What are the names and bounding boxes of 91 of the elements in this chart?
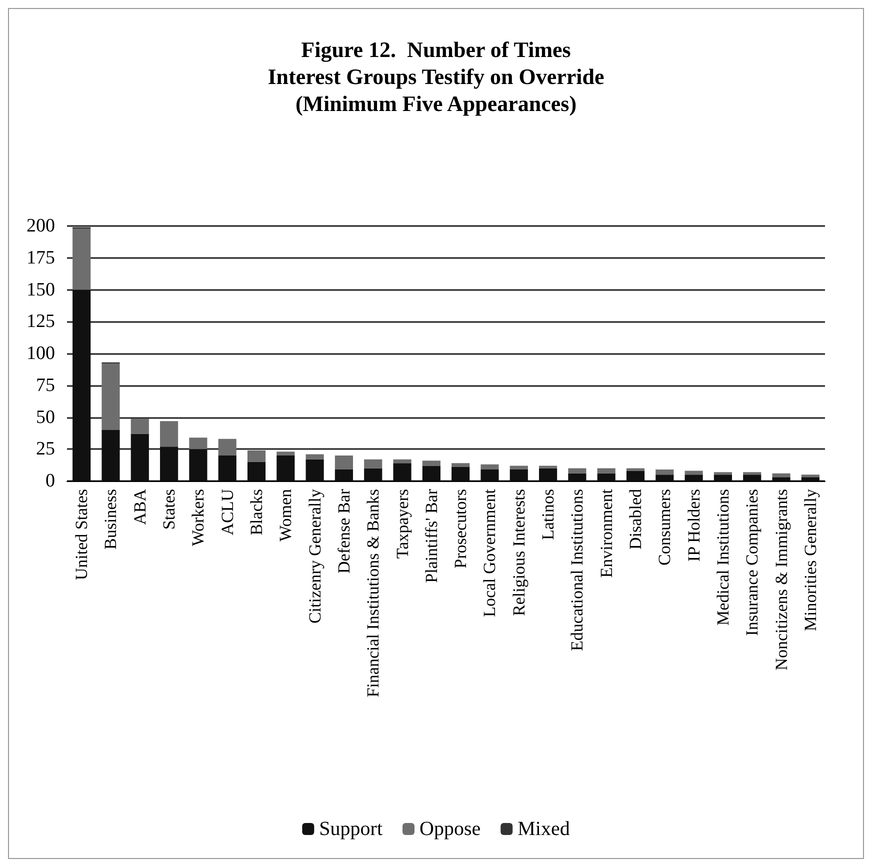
bar bbox=[480, 470, 499, 481]
bar bbox=[276, 456, 295, 481]
legend-label: Support bbox=[319, 818, 383, 840]
x-tick-label: Medical Institutions bbox=[713, 489, 732, 626]
x-tick-label: Local Government bbox=[480, 488, 500, 617]
x-tick-label: Women bbox=[276, 488, 296, 542]
bar bbox=[306, 454, 324, 460]
bar bbox=[539, 466, 558, 468]
bar bbox=[539, 468, 558, 481]
bar bbox=[568, 468, 586, 474]
bar bbox=[247, 462, 266, 481]
bar bbox=[306, 459, 324, 481]
x-tick-label: Blacks bbox=[247, 489, 266, 536]
bar bbox=[801, 474, 820, 478]
bar bbox=[597, 473, 616, 481]
bar bbox=[656, 474, 674, 481]
bar bbox=[218, 438, 236, 456]
bar bbox=[510, 466, 528, 470]
x-tick-label: Latinos bbox=[538, 489, 558, 540]
bar bbox=[334, 470, 353, 481]
y-tick-label: 0 bbox=[46, 470, 55, 492]
bar bbox=[72, 228, 91, 290]
x-tick-label: Noncitizens & Immigrants bbox=[772, 489, 791, 670]
x-tick-label: ABA bbox=[130, 488, 150, 525]
bar bbox=[393, 459, 412, 464]
bar bbox=[364, 468, 382, 481]
x-tick-label: ACLU bbox=[218, 489, 237, 536]
bar bbox=[656, 470, 674, 475]
y-tick-label: 25 bbox=[36, 438, 55, 460]
y-tick-label: 75 bbox=[36, 374, 55, 396]
bar bbox=[772, 477, 790, 481]
x-tick-label: IP Holders bbox=[684, 489, 704, 562]
bar bbox=[743, 472, 762, 475]
bar bbox=[130, 434, 149, 481]
bar bbox=[189, 449, 208, 481]
x-tick-label: Workers bbox=[188, 489, 208, 546]
x-tick-label: Disabled bbox=[626, 488, 645, 550]
y-tick-label: 150 bbox=[26, 279, 55, 300]
legend-label: Mixed bbox=[518, 818, 570, 840]
y-tick-label: 175 bbox=[26, 247, 55, 268]
x-tick-label: Educational Institutions bbox=[568, 489, 587, 651]
bar bbox=[684, 470, 703, 475]
bar bbox=[480, 464, 499, 470]
x-tick-label: Prosecutors bbox=[451, 489, 470, 568]
legend-label: Oppose bbox=[420, 818, 481, 840]
bar bbox=[714, 472, 732, 475]
bar bbox=[247, 450, 266, 462]
bar bbox=[597, 468, 616, 474]
bar bbox=[160, 446, 178, 481]
y-tick-label: 200 bbox=[26, 216, 55, 236]
bar bbox=[72, 290, 91, 481]
bar bbox=[160, 421, 178, 447]
x-tick-label: Business bbox=[101, 489, 120, 550]
bar bbox=[102, 430, 120, 481]
bar bbox=[743, 474, 762, 481]
x-tick-label: United States bbox=[72, 489, 92, 580]
bar bbox=[422, 460, 440, 466]
x-tick-label: Religious Interests bbox=[509, 489, 528, 616]
bar bbox=[626, 470, 645, 481]
bar bbox=[422, 466, 440, 481]
bar bbox=[130, 418, 149, 434]
x-tick-label: States bbox=[160, 489, 179, 530]
bar bbox=[334, 456, 353, 470]
bar bbox=[626, 468, 645, 471]
y-tick-label: 100 bbox=[26, 343, 55, 364]
y-tick-label: 50 bbox=[36, 406, 55, 428]
bar bbox=[452, 466, 470, 481]
x-tick-label: Financial Institutions & Banks bbox=[364, 489, 383, 698]
bar bbox=[393, 463, 412, 481]
x-tick-label: Consumers bbox=[655, 489, 674, 566]
bar bbox=[684, 474, 703, 481]
bar bbox=[510, 470, 528, 481]
bar bbox=[189, 438, 208, 450]
bar bbox=[364, 459, 382, 468]
bar bbox=[714, 474, 732, 481]
x-tick-label: Minorities Generally bbox=[800, 488, 820, 632]
chart-title: Figure 12. Number of Times Interest Groups Testify on Override (Minimum Five Appearances) bbox=[268, 37, 604, 116]
y-tick-label: 125 bbox=[26, 311, 55, 332]
bar bbox=[568, 473, 586, 481]
x-tick-label: Insurance Companies bbox=[742, 489, 762, 636]
bar bbox=[218, 456, 236, 481]
x-tick-label: Defense Bar bbox=[334, 488, 354, 574]
bar bbox=[452, 463, 470, 467]
bar bbox=[772, 473, 790, 478]
x-tick-label: Taxpayers bbox=[392, 489, 412, 559]
x-tick-label: Citizenry Generally bbox=[305, 488, 324, 624]
x-tick-label: Environment bbox=[596, 488, 616, 578]
bar bbox=[801, 477, 820, 481]
bar bbox=[102, 364, 120, 430]
bar bbox=[276, 452, 295, 456]
x-tick-label: Plaintiffs' Bar bbox=[422, 488, 441, 583]
